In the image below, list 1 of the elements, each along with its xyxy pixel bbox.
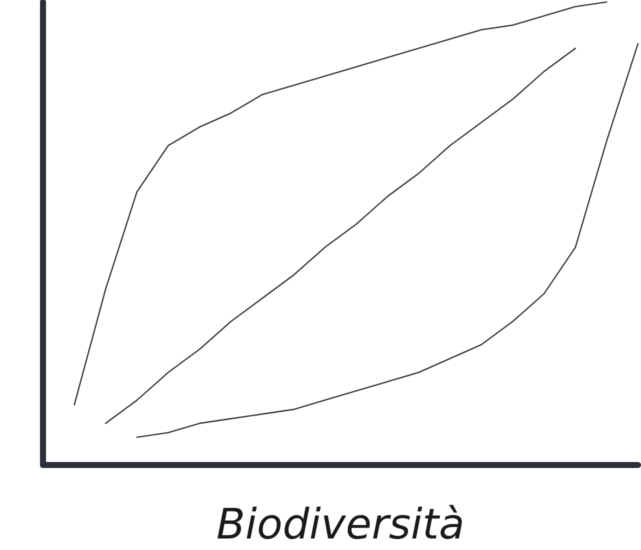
x-axis-title: Biodiversità <box>216 500 465 548</box>
